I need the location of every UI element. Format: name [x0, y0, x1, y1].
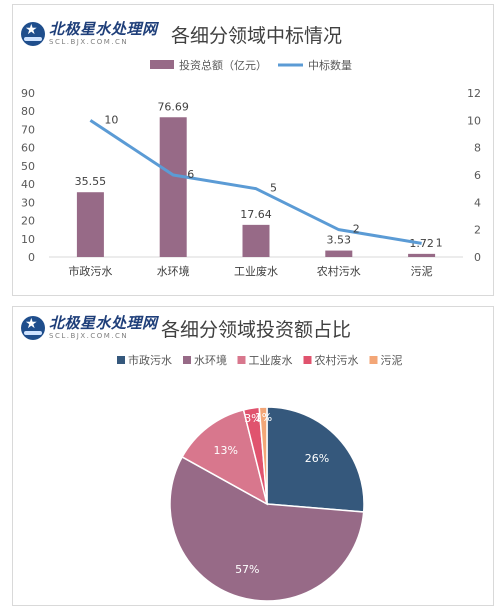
logo-name: 北极星水处理网	[49, 20, 158, 38]
x-category-label: 工业废水	[234, 264, 278, 278]
chart2-title: 各细分领域投资额占比	[161, 319, 352, 341]
legend-swatch	[369, 356, 378, 364]
y-left-tick-label: 20	[21, 215, 35, 228]
y-right-tick-label: 10	[467, 114, 481, 127]
bar-data-label: 3.53	[327, 234, 352, 247]
y-left-tick-label: 70	[21, 123, 35, 136]
y-left-tick-label: 10	[21, 233, 35, 246]
bar	[408, 253, 436, 257]
line-data-label: 2	[353, 223, 360, 236]
y-right-tick-label: 8	[474, 142, 481, 155]
line-series	[89, 119, 422, 245]
legend-label: 污泥	[381, 354, 403, 367]
pie-slice	[266, 406, 365, 513]
x-category-label: 市政污水	[68, 264, 112, 278]
legend-swatch	[303, 356, 312, 364]
chart1-title: 各细分领域中标情况	[171, 25, 343, 47]
y-left-tick-label: 60	[21, 142, 35, 155]
legend-label: 市政污水	[128, 353, 172, 367]
bar-data-label: 35.55	[75, 175, 107, 188]
y-left-tick-label: 50	[21, 160, 35, 173]
logo-emblem-icon: ★	[21, 22, 45, 46]
bar-line-chart-panel: ★ 北极星水处理网 SCL.BJX.COM.CN 各细分领域中标情况 投资总额（…	[12, 4, 494, 296]
legend-swatch	[183, 356, 191, 364]
y-left-tick-label: 90	[21, 87, 35, 100]
legend-bar-label: 投资总额（亿元）	[179, 58, 267, 72]
legend-label: 水环境	[194, 353, 227, 367]
bar-data-label: 17.64	[240, 208, 272, 221]
pie-percent-label: 57%	[235, 563, 259, 576]
y-right-tick-label: 0	[474, 251, 481, 264]
x-category-label: 农村污水	[317, 264, 361, 278]
logo-name: 北极星水处理网	[49, 314, 158, 332]
y-right-tick-label: 4	[474, 196, 481, 209]
pie-slice	[258, 406, 268, 505]
pie-percent-label: 13%	[213, 444, 237, 457]
y-left-tick-label: 30	[21, 196, 35, 209]
bar-data-label: 76.69	[157, 100, 189, 113]
y-right-tick-label: 6	[474, 169, 481, 182]
bar	[325, 250, 353, 257]
legend-label: 工业废水	[249, 353, 293, 367]
y-left-tick-label: 0	[28, 251, 35, 264]
line-data-label: 5	[270, 182, 277, 195]
logo-url: SCL.BJX.COM.CN	[49, 38, 129, 46]
site-logo: ★ 北极星水处理网 SCL.BJX.COM.CN	[21, 22, 158, 46]
bar	[76, 192, 104, 257]
legend-swatch	[237, 356, 246, 364]
legend-bar-swatch	[150, 60, 174, 69]
y-left-tick-label: 80	[21, 105, 35, 118]
pie-chart-panel: ★ 北极星水处理网 SCL.BJX.COM.CN 各细分领域投资额占比 市政污水…	[12, 306, 494, 606]
pie-chart: 市政污水 水环境 工业废水 农村污水 污泥 26% 57% 13% 3%1%	[117, 353, 403, 602]
logo-url: SCL.BJX.COM.CN	[49, 332, 129, 340]
legend-label: 农村污水	[315, 353, 359, 367]
bar	[159, 117, 187, 257]
bar	[242, 224, 270, 257]
x-category-label: 污泥	[411, 265, 433, 278]
bar-line-chart: 投资总额（亿元） 中标数量0102030405060708090024681012…	[21, 58, 481, 278]
legend-line-label: 中标数量	[308, 58, 352, 72]
y-right-tick-label: 2	[474, 224, 481, 237]
pie-percent-label: 1%	[255, 411, 272, 424]
line-data-label: 1	[436, 236, 443, 249]
pie-slice	[181, 408, 269, 506]
line-data-label: 6	[187, 168, 194, 181]
legend-swatch	[117, 356, 125, 364]
logo-emblem-icon: ★	[21, 316, 45, 340]
x-category-label: 水环境	[157, 264, 190, 278]
line-data-label: 10	[104, 113, 118, 126]
pie-percent-label: 26%	[305, 452, 329, 465]
site-logo-2: ★ 北极星水处理网 SCL.BJX.COM.CN	[21, 316, 158, 340]
y-right-tick-label: 12	[467, 87, 481, 100]
y-left-tick-label: 40	[21, 178, 35, 191]
bar-data-label: 1.72	[409, 237, 434, 250]
pie-slice	[169, 455, 365, 602]
pie-percent-label: 3%	[244, 412, 261, 425]
